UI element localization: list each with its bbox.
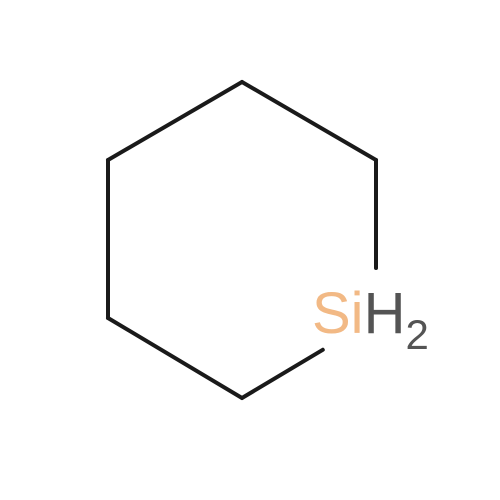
bond [242, 350, 323, 398]
bond [242, 82, 376, 160]
atom-symbol: Si [312, 281, 364, 346]
bond-layer [0, 0, 500, 500]
heteroatom-label: SiH2 [312, 280, 429, 347]
bond [108, 82, 242, 160]
atom-symbol: H [364, 281, 406, 346]
bond [108, 318, 242, 398]
atom-symbol: 2 [405, 311, 428, 358]
molecule-canvas: SiH2 [0, 0, 500, 500]
